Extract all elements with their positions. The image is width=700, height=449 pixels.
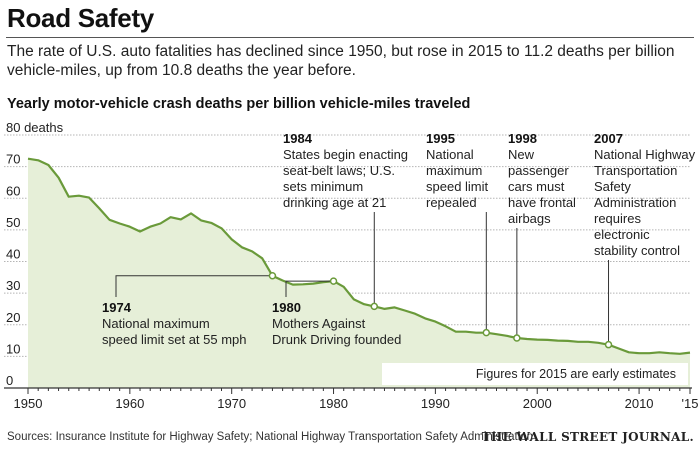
y-tick-label: 80 deaths <box>6 120 64 135</box>
annotation-text: sets minimum <box>283 179 363 194</box>
annotation-text: maximum <box>426 163 482 178</box>
annotation-year: 1974 <box>102 300 132 315</box>
annotation-text: National <box>426 147 474 162</box>
y-tick-label: 30 <box>6 278 20 293</box>
y-tick-label: 20 <box>6 310 20 325</box>
y-tick-label: 60 <box>6 183 20 198</box>
note-box: Figures for 2015 are early estimates <box>382 363 688 385</box>
annotation-point <box>269 273 275 279</box>
annotation-text: National Highway <box>594 147 696 162</box>
annotation-year: 1984 <box>283 131 313 146</box>
x-tick-label: 2010 <box>625 396 654 411</box>
y-tick-label: 70 <box>6 152 20 167</box>
annotation-text: have frontal <box>508 195 576 210</box>
annotation-text: airbags <box>508 211 551 226</box>
annotation-text: requires <box>594 211 641 226</box>
early-estimates-note: Figures for 2015 are early estimates <box>476 367 676 381</box>
annotation-text: electronic <box>594 227 650 242</box>
annotation-text: States begin enacting <box>283 147 408 162</box>
x-tick-label: 1990 <box>421 396 450 411</box>
annotation-point <box>514 335 520 341</box>
y-tick-label: 50 <box>6 215 20 230</box>
annotation-year: 1995 <box>426 131 455 146</box>
annotation-point <box>483 330 489 336</box>
annotation-text: Administration <box>594 195 676 210</box>
x-tick-label: '15 <box>682 396 699 411</box>
x-tick-label: 1980 <box>319 396 348 411</box>
annotation-text: seat-belt laws; U.S. <box>283 163 395 178</box>
annotation-text: Mothers Against <box>272 316 366 331</box>
annotation-point <box>606 342 612 348</box>
annotation-text: passenger <box>508 163 569 178</box>
annotation-text: drinking age at 21 <box>283 195 386 210</box>
annotation-year: 2007 <box>594 131 623 146</box>
x-tick-label: 1960 <box>115 396 144 411</box>
annotation-point <box>331 278 337 284</box>
annotation-year: 1998 <box>508 131 537 146</box>
y-tick-label: 10 <box>6 341 20 356</box>
annotation-text: stability control <box>594 243 680 258</box>
annotation-text: Drunk Driving founded <box>272 332 401 347</box>
source-note: Sources: Insurance Institute for Highway… <box>7 431 533 443</box>
annotation-text: speed limit <box>426 179 489 194</box>
annotation-text: cars must <box>508 179 565 194</box>
x-tick-label: 2000 <box>523 396 552 411</box>
y-tick-label: 0 <box>6 373 13 388</box>
publisher-logo: THE WALL STREET JOURNAL. <box>482 430 694 444</box>
annotation-text: repealed <box>426 195 477 210</box>
x-tick-label: 1950 <box>14 396 43 411</box>
annotation-point <box>371 303 377 309</box>
annotation-text: Safety <box>594 179 631 194</box>
annotation-year: 1980 <box>272 300 301 315</box>
annotation-text: Transportation <box>594 163 677 178</box>
y-tick-label: 40 <box>6 247 20 262</box>
annotation-text: speed limit set at 55 mph <box>102 332 247 347</box>
annotation-text: National maximum <box>102 316 210 331</box>
annotation-text: New <box>508 147 535 162</box>
x-tick-label: 1970 <box>217 396 246 411</box>
